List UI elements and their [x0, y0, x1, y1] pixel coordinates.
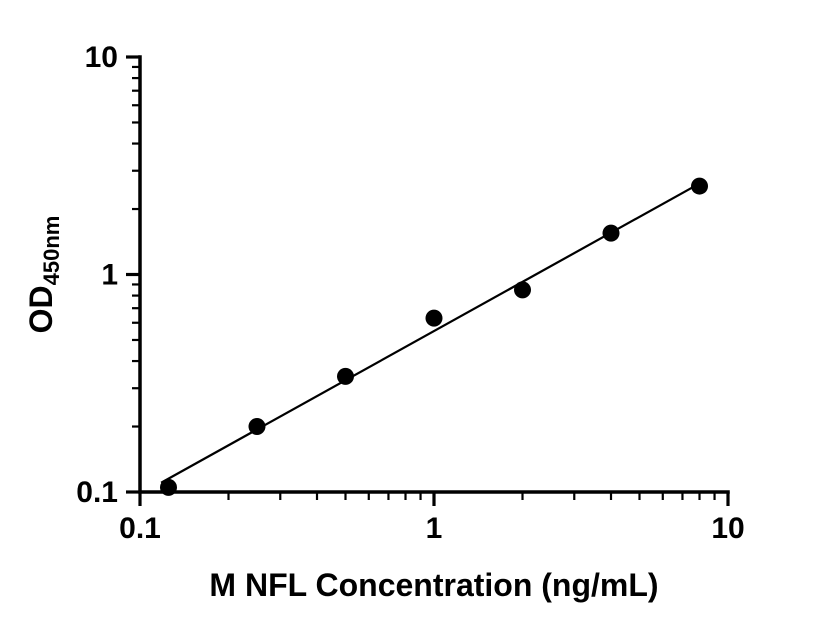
data-point: [336, 367, 354, 385]
data-point: [602, 224, 620, 242]
x-axis-title: M NFL Concentration (ng/mL): [209, 567, 658, 603]
data-point: [514, 281, 532, 299]
y-tick-label: 0.1: [76, 476, 118, 509]
x-tick-label: 1: [426, 512, 443, 545]
x-tick-label: 0.1: [119, 512, 161, 545]
data-point: [248, 418, 266, 436]
y-tick-label: 1: [101, 259, 118, 292]
fit-line: [160, 181, 703, 484]
data-point: [425, 309, 443, 327]
data-point: [159, 478, 177, 496]
x-tick-label: 10: [711, 512, 744, 545]
axes-frame: [138, 55, 730, 494]
data-point: [691, 177, 709, 195]
y-axis-title: OD450nm: [23, 216, 64, 334]
y-tick-label: 10: [85, 41, 118, 74]
